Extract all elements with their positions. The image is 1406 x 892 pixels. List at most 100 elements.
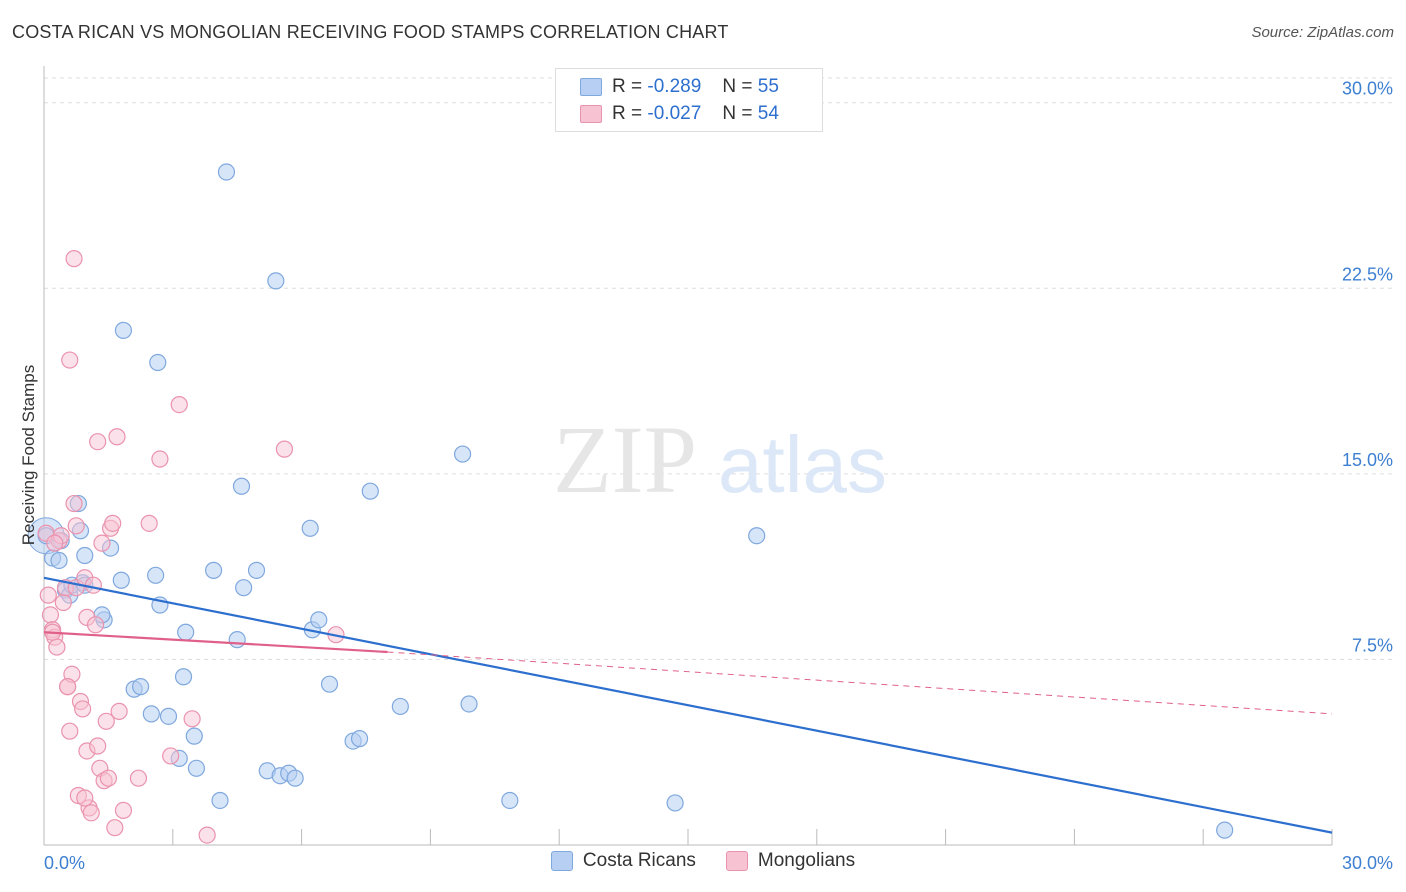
y-tick-label: 15.0% — [1342, 450, 1393, 470]
data-point-costa-ricans — [217, 163, 236, 181]
swatch-mongolians — [580, 105, 602, 123]
data-point-costa-ricans — [748, 527, 766, 545]
data-point-mongolians — [84, 576, 102, 594]
n-label: N = — [722, 103, 753, 124]
data-point-costa-ricans — [310, 611, 328, 629]
data-point-mongolians — [275, 440, 294, 458]
data-point-mongolians — [61, 351, 79, 369]
data-point-mongolians — [39, 586, 57, 604]
data-point-costa-ricans — [132, 678, 150, 696]
legend-item-costa-ricans[interactable]: Costa Ricans — [550, 850, 696, 872]
data-point-costa-ricans — [50, 551, 68, 570]
data-point-mongolians — [129, 769, 148, 787]
watermark-zip: ZIP — [553, 406, 697, 513]
data-point-costa-ricans — [301, 519, 319, 537]
data-point-mongolians — [82, 804, 100, 822]
trend-line-mongolians-extension — [387, 651, 1333, 715]
data-point-costa-ricans — [232, 477, 251, 495]
data-point-costa-ricans — [187, 759, 206, 777]
legend-label-mongolians: Mongolians — [757, 850, 856, 871]
data-point-mongolians — [67, 517, 85, 535]
data-point-costa-ricans — [320, 675, 339, 693]
data-point-mongolians — [76, 789, 94, 807]
data-point-mongolians — [65, 250, 83, 268]
data-point-mongolians — [110, 702, 128, 720]
data-point-mongolians — [104, 514, 122, 532]
legend-item-mongolians[interactable]: Mongolians — [725, 850, 856, 872]
data-point-costa-ricans — [159, 707, 178, 725]
axes — [43, 66, 1333, 846]
r-value: -0.289 — [647, 76, 702, 97]
data-point-mongolians — [74, 700, 92, 718]
watermark-atlas: atlas — [718, 420, 887, 509]
data-point-costa-ricans — [391, 697, 409, 716]
data-point-costa-ricans — [228, 631, 246, 649]
r-label: R = — [612, 76, 643, 97]
data-point-mongolians — [151, 450, 169, 468]
stats-row-costa-ricans: R = -0.289 N = 55 — [580, 75, 779, 99]
data-point-mongolians — [86, 616, 105, 634]
n-value: 55 — [757, 76, 779, 97]
y-tick-label: 7.5% — [1352, 635, 1393, 655]
y-axis-label: Receiving Food Stamps — [19, 365, 38, 545]
data-point-costa-ricans — [454, 445, 472, 463]
data-point-costa-ricans — [501, 791, 519, 810]
legend-swatch-costa-ricans — [550, 851, 573, 871]
series-legend: Costa Ricans Mongolians — [0, 850, 1406, 872]
data-point-costa-ricans — [286, 769, 304, 787]
data-point-costa-ricans — [174, 668, 193, 686]
data-point-costa-ricans — [142, 705, 160, 723]
watermark: ZIP atlas — [553, 406, 887, 513]
data-point-costa-ricans — [177, 623, 195, 641]
data-point-mongolians — [170, 395, 188, 414]
chart-title: COSTA RICAN VS MONGOLIAN RECEIVING FOOD … — [12, 22, 729, 42]
grid-lines — [44, 77, 1392, 660]
x-tick-label: 0.0% — [44, 853, 85, 873]
data-point-mongolians — [99, 769, 118, 787]
trend-line-costa-ricans — [43, 576, 1333, 834]
legend-label-costa-ricans: Costa Ricans — [582, 850, 696, 871]
tick-labels: 7.5% 15.0% 22.5% 30.0% 0.0% 30.0% — [44, 79, 1393, 873]
data-point-costa-ricans — [247, 561, 266, 579]
data-point-mongolians — [41, 606, 60, 624]
data-point-mongolians — [162, 747, 180, 765]
data-point-mongolians — [59, 678, 77, 696]
data-point-mongolians — [198, 826, 216, 844]
series-mongolians — [37, 250, 345, 844]
data-point-mongolians — [106, 819, 124, 837]
source-label: Source: ZipAtlas.com — [1251, 24, 1394, 41]
data-point-mongolians — [93, 534, 111, 552]
stats-legend: R = -0.289 N = 55 R = -0.027 N = 54 — [555, 68, 823, 132]
data-point-costa-ricans — [114, 321, 133, 339]
data-point-mongolians — [140, 514, 158, 532]
data-point-costa-ricans — [350, 730, 369, 748]
stats-row-mongolians: R = -0.027 N = 54 — [580, 102, 779, 126]
data-point-mongolians — [48, 638, 66, 656]
data-point-costa-ricans — [112, 571, 130, 589]
y-tick-label: 30.0% — [1342, 79, 1393, 99]
data-point-costa-ricans — [460, 695, 478, 713]
data-point-mongolians — [114, 801, 133, 819]
swatch-costa-ricans — [580, 78, 602, 96]
data-point-costa-ricans — [211, 791, 229, 810]
data-point-costa-ricans — [204, 561, 223, 579]
trend-line-mongolians — [43, 631, 388, 654]
r-value: -0.027 — [647, 103, 702, 124]
data-point-costa-ricans — [149, 353, 167, 372]
data-point-mongolians — [183, 710, 201, 728]
data-point-costa-ricans — [1216, 821, 1234, 839]
data-point-mongolians — [46, 534, 64, 552]
data-point-costa-ricans — [147, 566, 165, 584]
legend-swatch-mongolians — [725, 851, 748, 871]
r-label: R = — [612, 103, 643, 124]
data-point-mongolians — [61, 722, 79, 740]
data-point-costa-ricans — [185, 727, 203, 745]
n-label: N = — [722, 76, 753, 97]
data-point-mongolians — [54, 593, 72, 612]
data-point-mongolians — [65, 494, 83, 513]
data-point-costa-ricans — [267, 272, 285, 290]
data-point-mongolians — [89, 433, 107, 451]
data-point-costa-ricans — [76, 546, 94, 565]
data-point-costa-ricans — [235, 579, 253, 597]
